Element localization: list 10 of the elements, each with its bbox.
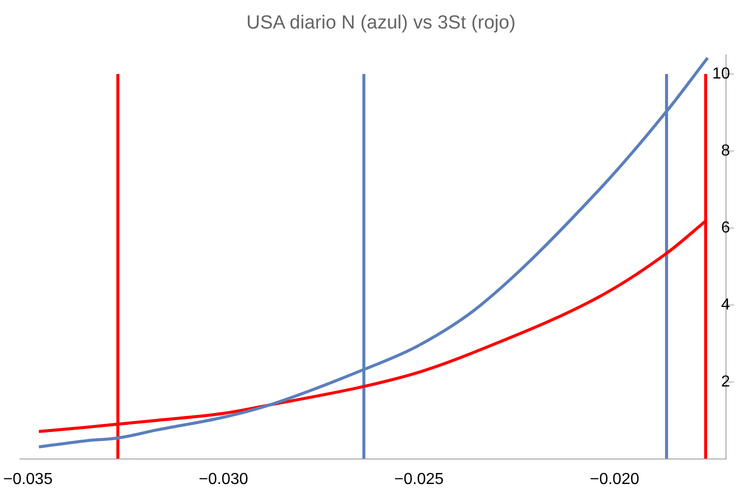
y-tick-label: 2 <box>721 373 730 390</box>
x-tick-label: −0.035 <box>3 470 53 488</box>
x-tick-label: −0.025 <box>394 470 444 488</box>
y-tick-label: 6 <box>721 219 730 236</box>
y-tick-label: 10 <box>712 65 730 82</box>
x-tick-label: −0.030 <box>198 470 248 488</box>
y-tick-label: 8 <box>721 142 730 160</box>
y-tick-label: 4 <box>721 296 730 314</box>
x-tick-label: −0.020 <box>590 470 640 488</box>
chart-title: USA diario N (azul) vs 3St (rojo) <box>246 12 516 34</box>
